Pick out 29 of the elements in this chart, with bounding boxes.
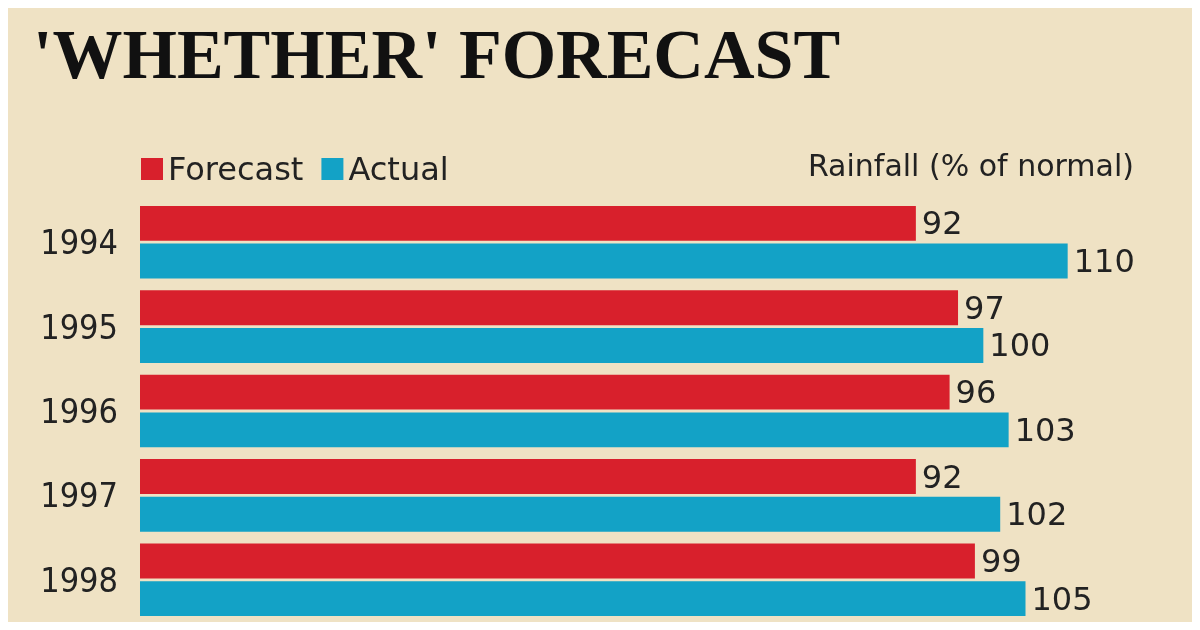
legend-label: Actual: [348, 150, 449, 188]
data-label: 96: [955, 373, 997, 412]
bar: [140, 543, 975, 579]
y-tick-label: 1997: [40, 475, 118, 516]
y-tick-label: 1996: [40, 391, 118, 431]
bar: [140, 290, 959, 326]
bar: [140, 374, 950, 410]
x-axis-title: Rainfall (% of normal): [807, 147, 1134, 183]
data-label: 102: [1006, 495, 1068, 534]
bar: [140, 581, 1026, 617]
data-label: 97: [964, 288, 1005, 327]
bar: [140, 205, 916, 241]
y-tick-label: 1998: [40, 559, 118, 600]
y-tick-label: 1995: [40, 306, 118, 347]
data-label: 105: [1031, 579, 1093, 618]
data-label: 100: [989, 326, 1051, 365]
y-tick-label: 1994: [40, 222, 118, 263]
bar: [140, 243, 1068, 279]
bar: [140, 459, 916, 494]
data-label: 92: [921, 204, 963, 243]
bar: [140, 328, 984, 363]
data-label: 110: [1073, 242, 1135, 281]
bar: [140, 412, 1009, 448]
legend-label: Forecast: [168, 150, 304, 188]
data-label: 103: [1014, 410, 1076, 449]
chart-title: 'WHETHER' FORECAST: [33, 15, 841, 93]
data-label: 99: [980, 541, 1022, 580]
data-label: 92: [921, 457, 963, 496]
bar: [140, 496, 1001, 532]
